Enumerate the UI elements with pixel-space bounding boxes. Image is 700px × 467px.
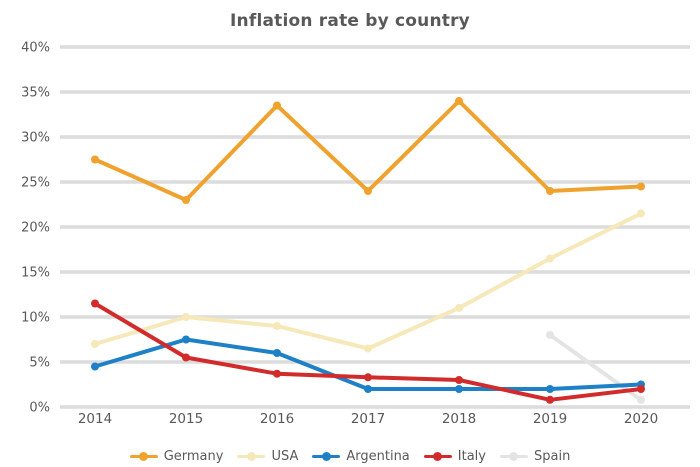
data-point-usa <box>455 304 463 312</box>
data-point-usa <box>546 254 554 263</box>
data-point-spain <box>546 331 554 339</box>
data-point-usa <box>182 313 190 321</box>
x-axis-label: 2014 <box>78 411 112 427</box>
data-point-germany <box>546 187 554 195</box>
x-axis-label: 2016 <box>260 411 294 427</box>
data-point-usa <box>637 209 645 218</box>
y-axis-label: 25% <box>21 176 50 191</box>
data-point-italy <box>455 376 463 384</box>
data-point-italy <box>637 385 645 393</box>
legend-item-argentina: Argentina <box>312 449 410 464</box>
y-axis-label: 10% <box>21 311 50 326</box>
legend-label-germany: Germany <box>163 449 224 464</box>
y-axis-label: 5% <box>29 356 50 371</box>
legend-label-argentina: Argentina <box>346 449 410 464</box>
data-point-italy <box>273 369 281 378</box>
data-point-argentina <box>364 385 372 393</box>
x-axis-label: 2020 <box>624 411 658 427</box>
legend-marker-germany-icon <box>129 452 158 462</box>
legend-item-italy: Italy <box>423 449 486 464</box>
legend-marker-spain-icon <box>499 452 528 462</box>
legend-marker-usa-icon <box>237 452 266 462</box>
data-point-argentina <box>91 362 99 371</box>
y-axis-label: 0% <box>29 401 50 416</box>
legend-label-spain: Spain <box>533 449 571 464</box>
y-axis-label: 20% <box>21 221 50 236</box>
legend-item-usa: USA <box>237 450 298 463</box>
x-axis-label: 2019 <box>533 411 567 427</box>
data-point-usa <box>364 344 372 353</box>
data-point-argentina <box>182 335 190 344</box>
legend-dot-germany <box>139 452 149 461</box>
y-axis-label: 30% <box>21 131 50 146</box>
data-point-germany <box>637 182 645 191</box>
x-axis-label: 2017 <box>351 411 385 427</box>
data-point-spain <box>637 395 645 404</box>
series-line-usa <box>93 211 643 351</box>
data-point-argentina <box>273 349 281 357</box>
data-point-italy <box>91 299 99 308</box>
x-axis-label: 2015 <box>169 411 203 427</box>
chart-title: Inflation rate by country <box>230 11 470 31</box>
data-point-italy <box>182 353 190 362</box>
data-point-germany <box>91 155 99 164</box>
legend-dot-italy <box>433 452 443 461</box>
legend-dot-usa <box>246 452 256 461</box>
legend-marker-italy-icon <box>423 452 452 462</box>
legend-label-italy: Italy <box>457 449 486 464</box>
data-point-germany <box>364 187 372 195</box>
legend-dot-spain <box>509 452 519 461</box>
series-line-germany <box>93 99 643 202</box>
y-axis-label: 15% <box>21 266 50 281</box>
legend-item-spain: Spain <box>499 449 571 464</box>
data-point-germany <box>273 101 281 110</box>
data-point-italy <box>546 395 554 404</box>
y-axis-label: 35% <box>21 86 50 101</box>
data-point-usa <box>273 322 281 330</box>
legend-label-usa: USA <box>271 449 299 464</box>
chart-legend: Germany USA Argentina Italy Spain <box>0 450 700 463</box>
x-axis-label: 2018 <box>442 411 476 427</box>
data-point-italy <box>364 373 372 382</box>
data-point-argentina <box>455 385 463 393</box>
legend-item-germany: Germany <box>129 449 224 464</box>
legend-dot-argentina <box>321 452 331 461</box>
data-point-germany <box>182 196 190 204</box>
legend-marker-argentina-icon <box>312 452 341 462</box>
y-axis-label: 40% <box>21 41 50 56</box>
data-point-usa <box>91 340 99 348</box>
data-point-germany <box>455 97 463 105</box>
data-point-argentina <box>546 385 554 393</box>
